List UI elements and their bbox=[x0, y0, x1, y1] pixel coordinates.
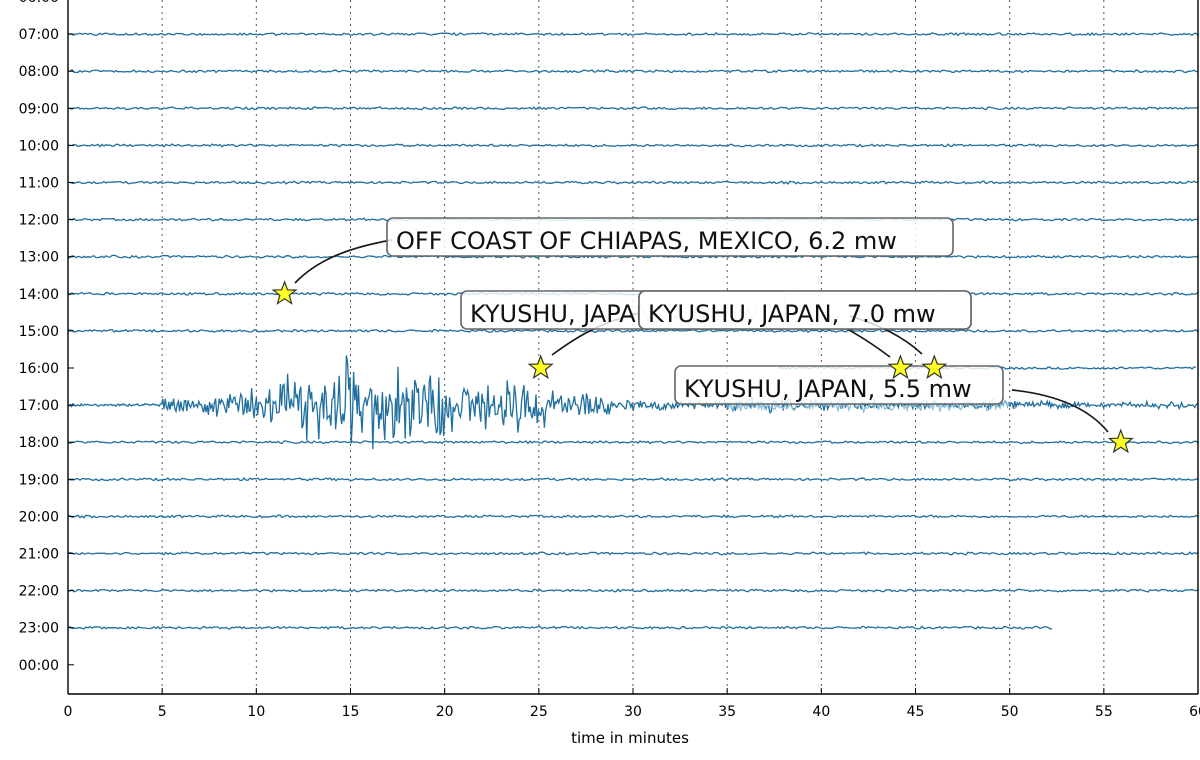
event-arrow bbox=[1011, 389, 1109, 433]
x-tick-label: 25 bbox=[530, 704, 548, 720]
y-tick-label: 20:00 bbox=[19, 509, 59, 525]
y-tick-label: 12:00 bbox=[19, 213, 59, 229]
trace-line bbox=[68, 514, 1198, 519]
x-tick-label: 15 bbox=[342, 704, 360, 720]
x-tick-label: 30 bbox=[624, 704, 642, 720]
x-tick-label: 10 bbox=[247, 704, 265, 720]
y-tick-label: 08:00 bbox=[19, 64, 59, 80]
x-tick-label: 40 bbox=[812, 704, 830, 720]
event-star bbox=[887, 354, 914, 380]
event-star bbox=[271, 280, 298, 305]
trace-line bbox=[68, 625, 1053, 630]
trace-line bbox=[68, 551, 1198, 556]
y-tick-label: 13:00 bbox=[19, 250, 59, 266]
x-axis-label: time in minutes bbox=[571, 729, 689, 747]
x-tick-label: 50 bbox=[1001, 704, 1019, 720]
event-stars bbox=[271, 280, 1134, 454]
event-label-box bbox=[674, 365, 1004, 405]
x-tick-label: 45 bbox=[907, 704, 925, 720]
trace-line bbox=[68, 328, 1198, 334]
event-arrow bbox=[294, 239, 393, 284]
event-star bbox=[1107, 428, 1134, 454]
event-annotations: KYUSHU, JAPAN, 7.0 mw OFF COAST OF CHIAPA… bbox=[271, 217, 1134, 454]
y-tick-label: 09:00 bbox=[19, 101, 59, 117]
event-label-box bbox=[638, 290, 972, 330]
y-tick-label: 17:00 bbox=[19, 398, 59, 414]
y-tick-label: 23:00 bbox=[19, 621, 59, 637]
trace-line bbox=[68, 143, 1198, 148]
event-star bbox=[921, 354, 948, 380]
annotation-boxes: KYUSHU, JAPAN, 7.0 mw OFF COAST OF CHIAPA… bbox=[294, 217, 1109, 433]
event-label: OFF COAST OF CHIAPAS, MEXICO, 6.2 mw bbox=[396, 227, 897, 255]
event-star bbox=[527, 354, 554, 380]
x-tick-label: 0 bbox=[64, 704, 73, 720]
y-tick-label: 10:00 bbox=[19, 138, 59, 154]
y-tick-label: 21:00 bbox=[19, 547, 59, 563]
y-tick-label: 00:00 bbox=[19, 658, 59, 674]
x-tick-label: 20 bbox=[436, 704, 454, 720]
trace-line bbox=[68, 31, 1198, 37]
event-label-box bbox=[386, 217, 954, 257]
trace-line bbox=[68, 180, 1198, 185]
x-tick-label: 55 bbox=[1095, 704, 1113, 720]
y-tick-label: 16:00 bbox=[19, 361, 59, 377]
trace-line bbox=[68, 106, 1198, 111]
y-tick-label: 18:00 bbox=[19, 435, 59, 451]
trace-line bbox=[68, 477, 1198, 482]
event-label: KYUSHU, JAPAN, 5.5 mw bbox=[684, 375, 972, 403]
y-tick-label: 19:00 bbox=[19, 472, 59, 488]
trace-line bbox=[68, 68, 1198, 74]
event-label: KYUSHU, JAPAN, 7.0 mw bbox=[648, 300, 936, 328]
trace-line bbox=[68, 440, 1198, 445]
vertical-grid bbox=[161, 0, 1105, 694]
y-tick-label: 22:00 bbox=[19, 584, 59, 600]
y-axis-ticks: 06:00 07:00 08:00 09:00 10:00 11:00 12:00 13:00… bbox=[19, 0, 74, 674]
trace-line bbox=[68, 588, 1198, 593]
y-tick-label: 06:00 bbox=[19, 0, 59, 6]
y-tick-label: 15:00 bbox=[19, 324, 59, 340]
trace-layer bbox=[68, 31, 1198, 630]
y-tick-label: 07:00 bbox=[19, 27, 59, 43]
x-tick-label: 60 bbox=[1189, 704, 1200, 720]
x-tick-label: 5 bbox=[158, 704, 167, 720]
trace-line-faded bbox=[726, 396, 1010, 414]
x-tick-label: 35 bbox=[718, 704, 736, 720]
y-tick-label: 14:00 bbox=[19, 287, 59, 303]
y-tick-label: 11:00 bbox=[19, 176, 59, 192]
x-axis-ticks: 0 5 10 15 20 25 30 35 40 45 50 55 60 bbox=[64, 688, 1200, 720]
